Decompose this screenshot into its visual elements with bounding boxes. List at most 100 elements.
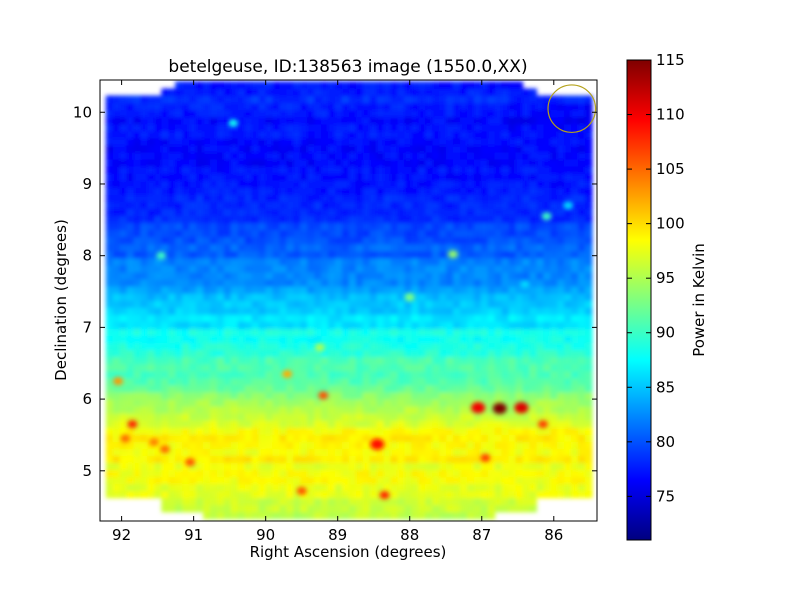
heatmap-cell (453, 286, 461, 294)
heatmap-cell (418, 511, 426, 520)
heatmap-cell (515, 81, 524, 90)
heatmap-cell (578, 483, 586, 492)
heatmap-cell (189, 405, 197, 414)
heatmap-cell (564, 377, 572, 386)
heatmap-cell (230, 180, 239, 188)
heatmap-cell (473, 363, 482, 372)
heatmap-cell (432, 511, 440, 520)
hotspot (519, 280, 530, 289)
heatmap-cell (321, 173, 329, 181)
heatmap-cell (501, 455, 510, 464)
heatmap-cell (550, 123, 558, 132)
heatmap-cell (473, 180, 482, 188)
heatmap-cell (258, 384, 267, 393)
heatmap-cell (411, 250, 419, 259)
heatmap-cell (230, 300, 239, 308)
heatmap-cell (369, 130, 378, 139)
heatmap-cell (216, 363, 225, 372)
heatmap-cell (564, 391, 572, 400)
heatmap-cell (439, 434, 447, 442)
heatmap-cell (508, 88, 517, 97)
heatmap-cell (182, 413, 190, 421)
heatmap-cell (182, 314, 190, 322)
heatmap-cell (314, 215, 322, 224)
heatmap-cell (348, 137, 357, 146)
heatmap-cell (196, 109, 204, 118)
heatmap-cell (321, 109, 329, 118)
heatmap-cell (369, 328, 378, 337)
heatmap-cell (265, 271, 274, 280)
heatmap-cell (487, 159, 496, 167)
heatmap-cell (300, 314, 308, 322)
heatmap-cell (418, 236, 426, 245)
heatmap-cell (203, 413, 211, 421)
heatmap-cell (411, 293, 419, 301)
heatmap-cell (446, 102, 454, 111)
heatmap-cell (383, 427, 392, 435)
heatmap-cell (557, 384, 565, 393)
heatmap-cell (126, 257, 135, 266)
heatmap-cell (564, 102, 572, 111)
heatmap-cell (265, 476, 274, 485)
heatmap-cell (501, 363, 510, 372)
heatmap-cell (328, 307, 336, 315)
heatmap-cell (348, 151, 357, 160)
heatmap-cell (508, 405, 517, 414)
heatmap-cell (251, 490, 260, 499)
heatmap-cell (175, 180, 183, 188)
heatmap-cell (459, 180, 468, 188)
heatmap-cell (453, 208, 461, 217)
heatmap-cell (258, 123, 267, 132)
heatmap-cell (376, 102, 385, 111)
heatmap-cell (133, 144, 142, 153)
heatmap-cell (230, 363, 239, 372)
heatmap-cell (321, 95, 329, 104)
heatmap-cell (383, 462, 392, 471)
heatmap-cell (328, 398, 336, 407)
heatmap-cell (362, 194, 371, 202)
heatmap-cell (112, 243, 121, 252)
heatmap-cell (189, 151, 197, 160)
heatmap-cell (383, 173, 392, 181)
heatmap-cell (515, 420, 524, 428)
heatmap-cell (147, 427, 155, 435)
heatmap-cell (265, 328, 274, 337)
heatmap-cell (585, 123, 593, 132)
heatmap-cell (550, 194, 558, 202)
heatmap-cell (154, 144, 162, 153)
heatmap-cell (578, 490, 586, 499)
heatmap-cell (369, 173, 378, 181)
heatmap-cell (362, 307, 371, 315)
heatmap-cell (425, 434, 433, 442)
heatmap-cell (154, 335, 162, 344)
heatmap-cell (265, 300, 274, 308)
heatmap-cell (203, 420, 211, 428)
heatmap-cell (161, 497, 169, 506)
heatmap-cell (508, 194, 517, 202)
heatmap-cell (216, 476, 225, 485)
heatmap-cell (432, 286, 440, 294)
heatmap-cell (209, 363, 218, 372)
heatmap-cell (258, 271, 267, 280)
heatmap-cell (203, 448, 211, 456)
heatmap-cell (293, 427, 301, 435)
heatmap-cell (578, 328, 586, 337)
heatmap-cell (446, 504, 454, 513)
heatmap-cell (237, 236, 246, 245)
heatmap-cell (383, 483, 392, 492)
heatmap-cell (466, 476, 475, 485)
heatmap-cell (112, 271, 121, 280)
heatmap-cell (272, 370, 281, 379)
heatmap-cell (397, 166, 406, 174)
heatmap-cell (237, 81, 246, 90)
heatmap-cell (230, 264, 239, 273)
heatmap-cell (585, 441, 593, 449)
heatmap-cell (216, 130, 225, 139)
heatmap-cell (501, 448, 510, 456)
heatmap-cell (550, 370, 558, 379)
heatmap-cell (140, 159, 149, 167)
heatmap-cell (300, 293, 308, 301)
heatmap-cell (522, 130, 531, 139)
heatmap-cell (168, 405, 176, 414)
heatmap-cell (453, 264, 461, 273)
